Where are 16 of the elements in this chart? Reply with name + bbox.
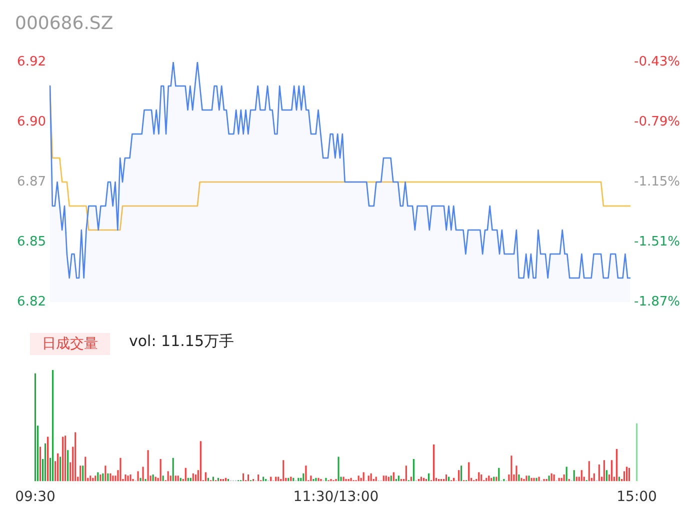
y-tick-label: 6.87: [17, 174, 46, 190]
y-tick-label: 6.85: [17, 234, 46, 250]
y2-tick-label: -1.15%: [634, 174, 680, 190]
chart-subtitle: vol: 11.15万手: [129, 332, 234, 351]
chart-title: 日成交量: [30, 333, 110, 355]
y-tick-label: 6.90: [17, 114, 46, 130]
x-tick-label: 09:30: [15, 489, 56, 506]
y2-tick-label: -0.79%: [634, 114, 680, 130]
x-tick-label: 11:30/13:00: [293, 489, 379, 506]
x-tick-label: 15:00: [616, 489, 657, 506]
y2-tick-label: -0.43%: [634, 54, 680, 70]
chart-title: 000686.SZ: [15, 13, 114, 34]
y-tick-label: 6.82: [17, 294, 46, 310]
y2-tick-label: -1.51%: [634, 234, 680, 250]
y-tick-label: 6.92: [17, 54, 46, 70]
y2-tick-label: -1.87%: [634, 294, 680, 310]
